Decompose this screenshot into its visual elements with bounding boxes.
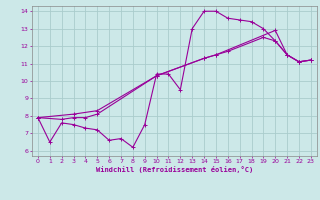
X-axis label: Windchill (Refroidissement éolien,°C): Windchill (Refroidissement éolien,°C) — [96, 166, 253, 173]
